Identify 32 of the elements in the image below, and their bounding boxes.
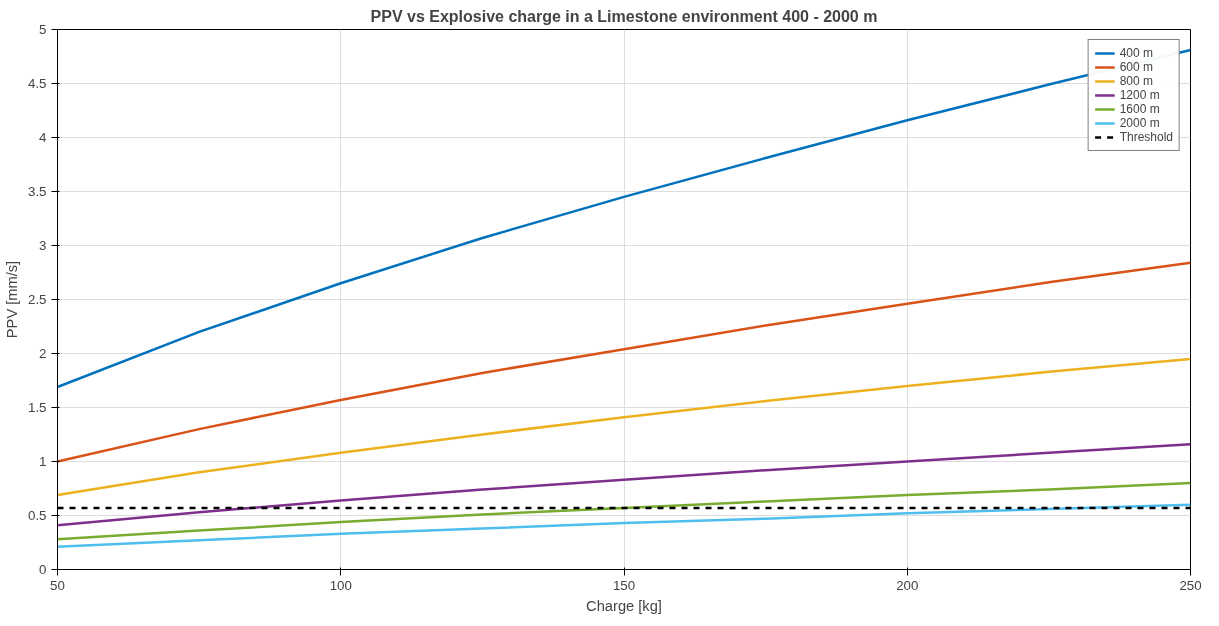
chart-title: PPV vs Explosive charge in a Limestone environment 400 - 2000 m: [370, 7, 878, 25]
legend-label: 400 m: [1119, 46, 1153, 60]
x-tick-label: 50: [50, 577, 65, 593]
y-tick-label: 3.5: [27, 184, 47, 199]
line-series: [57, 261, 1191, 463]
line-series: [57, 442, 1191, 527]
line-series: [57, 357, 1191, 497]
y-tick-label: 3: [39, 238, 47, 253]
legend-label: 800 m: [1119, 74, 1153, 88]
legend-label: 600 m: [1119, 60, 1153, 74]
y-tick-label: 0.5: [27, 508, 47, 523]
x-tick-label: 100: [329, 577, 352, 593]
legend-label: Threshold: [1119, 130, 1173, 144]
y-tick-label: 4: [39, 130, 48, 145]
line-series: [57, 481, 1191, 541]
line-series: [57, 503, 1191, 549]
y-tick-label: 2.5: [27, 292, 47, 307]
y-tick-label: 2: [39, 346, 47, 361]
x-tick-label: 150: [612, 577, 636, 593]
y-tick-label: 4.5: [27, 76, 47, 91]
y-tick-label: 1: [39, 454, 47, 469]
y-axis-title: PPV [mm/s]: [3, 260, 20, 339]
y-tick-label: 5: [39, 22, 47, 37]
line-series: [57, 48, 1191, 389]
y-tick-label: 0: [39, 562, 47, 577]
y-tick-label: 1.5: [27, 400, 47, 415]
x-axis-title: Charge [kg]: [586, 597, 662, 614]
legend-label: 1200 m: [1119, 88, 1160, 102]
x-tick-label: 200: [896, 577, 919, 593]
legend-label: 2000 m: [1119, 116, 1160, 130]
legend-label: 1600 m: [1119, 102, 1160, 116]
x-tick-label: 250: [1179, 577, 1202, 593]
